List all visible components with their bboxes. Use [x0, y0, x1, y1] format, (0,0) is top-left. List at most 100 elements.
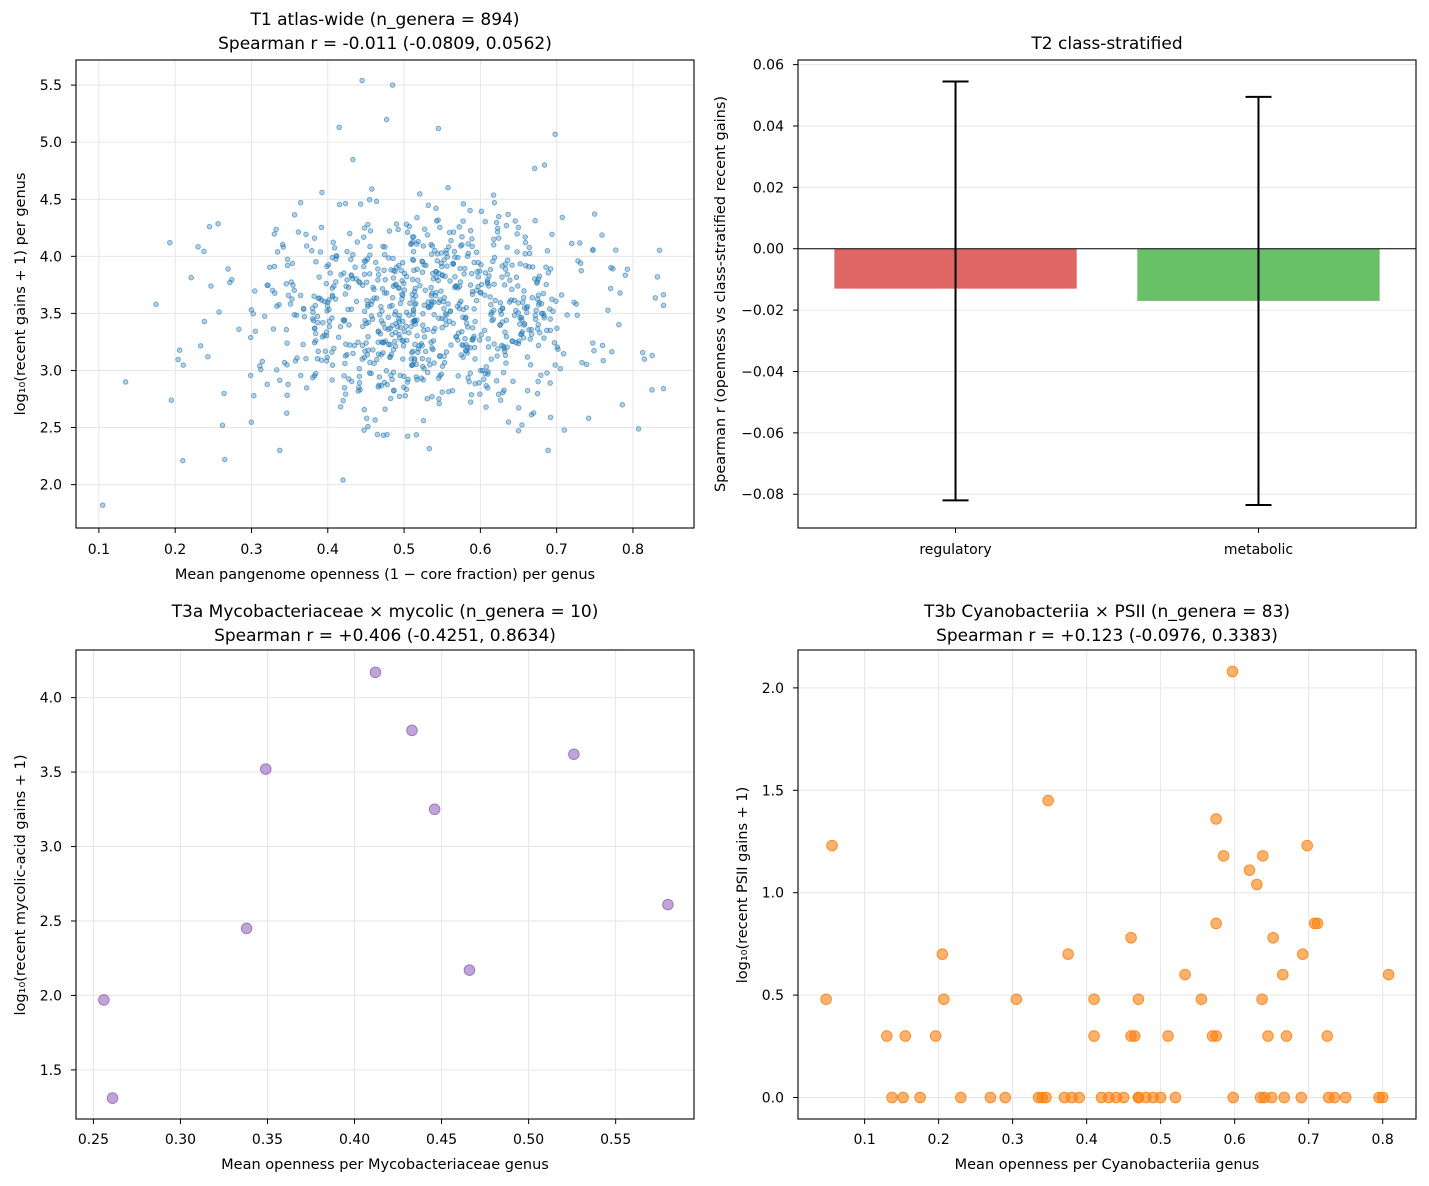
scatter-point: [826, 839, 838, 852]
x-tick-label: 0.45: [426, 1132, 457, 1148]
scatter-point: [660, 302, 667, 309]
scatter-point: [477, 391, 483, 397]
scatter-point: [458, 352, 465, 358]
y-tick-label: 3.0: [40, 363, 62, 379]
scatter-point: [507, 277, 513, 283]
scatter-point: [300, 306, 307, 312]
scatter-point: [550, 308, 556, 315]
t3b-ticks: 0.1 0.2 0.3 0.4 0.5 0.6 0.7 0.8 0.0 0.5 1.0 1.5 2.0: [762, 681, 1394, 1148]
scatter-point: [512, 218, 518, 224]
scatter-point: [520, 335, 527, 341]
scatter-point: [1154, 1091, 1167, 1104]
scatter-point: [410, 248, 417, 255]
scatter-point: [1301, 839, 1313, 852]
scatter-point: [433, 218, 440, 224]
scatter-point: [428, 241, 434, 248]
scatter-point: [326, 323, 333, 330]
scatter-point: [495, 346, 501, 352]
scatter-point: [1217, 850, 1230, 862]
scatter-point: [1278, 1091, 1291, 1104]
scatter-point: [427, 362, 433, 368]
scatter-point: [398, 267, 404, 274]
scatter-point: [532, 217, 538, 224]
scatter-point: [496, 235, 502, 241]
scatter-point: [364, 297, 370, 304]
scatter-point: [1311, 917, 1324, 930]
scatter-point: [342, 360, 348, 367]
scatter-point: [490, 192, 497, 198]
scatter-point: [439, 363, 446, 369]
scatter-point: [1179, 968, 1191, 981]
scatter-point: [416, 191, 423, 197]
scatter-point: [1088, 993, 1100, 1005]
scatter-point: [511, 312, 518, 319]
scatter-point: [356, 365, 363, 372]
scatter-point: [387, 341, 393, 348]
scatter-point: [401, 287, 408, 293]
scatter-point: [318, 224, 325, 231]
scatter-point: [465, 241, 471, 247]
scatter-point: [421, 327, 427, 334]
scatter-point: [543, 264, 549, 270]
scatter-point: [527, 362, 534, 368]
scatter-point: [1251, 878, 1263, 891]
scatter-point: [368, 313, 375, 319]
scatter-point: [408, 323, 414, 330]
x-tick-label: 0.25: [78, 1132, 109, 1148]
scatter-point: [504, 244, 510, 251]
scatter-point: [277, 447, 283, 454]
scatter-point: [514, 249, 520, 255]
scatter-point: [485, 344, 492, 350]
y-tick-label: 3.5: [40, 765, 62, 781]
scatter-point: [403, 221, 410, 228]
scatter-point: [346, 322, 352, 328]
t3b-y-axis-label: log₁₀(recent PSII gains + 1): [735, 787, 751, 984]
x-tick-label: 0.2: [927, 1132, 949, 1148]
scatter-point: [412, 301, 418, 308]
scatter-point: [432, 247, 438, 254]
scatter-point: [372, 417, 378, 423]
scatter-point: [559, 214, 566, 221]
scatter-point: [609, 349, 615, 355]
scatter-point: [168, 397, 175, 403]
scatter-point: [469, 288, 476, 295]
scatter-point: [350, 156, 356, 163]
scatter-point: [376, 374, 383, 380]
y-tick-label: 4.0: [40, 249, 62, 265]
scatter-point: [467, 399, 474, 405]
scatter-point: [541, 315, 547, 321]
scatter-point: [320, 319, 326, 326]
scatter-point: [535, 378, 541, 385]
scatter-point: [215, 221, 221, 227]
scatter-point: [327, 270, 333, 276]
scatter-point: [357, 201, 364, 207]
y-tick-label: 3.0: [40, 840, 62, 856]
scatter-point: [341, 385, 348, 391]
scatter-point: [387, 354, 393, 361]
scatter-point: [504, 344, 510, 350]
scatter-point: [1073, 1091, 1085, 1104]
scatter-point: [425, 357, 432, 363]
scatter-point: [424, 232, 431, 238]
scatter-point: [1227, 1091, 1239, 1104]
scatter-point: [279, 241, 286, 248]
scatter-point: [312, 330, 319, 337]
scatter-point: [452, 274, 458, 280]
scatter-point: [540, 290, 547, 297]
t1-title: T1 atlas-wide (n_genera = 894): [249, 10, 519, 30]
t3a-plot-frame: [75, 649, 695, 1120]
scatter-point: [478, 262, 484, 268]
scatter-point: [574, 312, 580, 318]
scatter-point: [271, 263, 278, 270]
x-tick-label: 0.7: [546, 542, 568, 558]
scatter-point: [543, 281, 550, 288]
y-tick-label: 4.5: [40, 192, 62, 208]
scatter-point: [538, 372, 544, 378]
scatter-point: [381, 267, 387, 274]
scatter-point: [403, 273, 410, 280]
scatter-point: [517, 315, 523, 321]
x-tick-label: 0.1: [853, 1132, 875, 1148]
scatter-point: [389, 82, 396, 88]
scatter-point: [387, 303, 393, 310]
scatter-point: [365, 423, 371, 430]
